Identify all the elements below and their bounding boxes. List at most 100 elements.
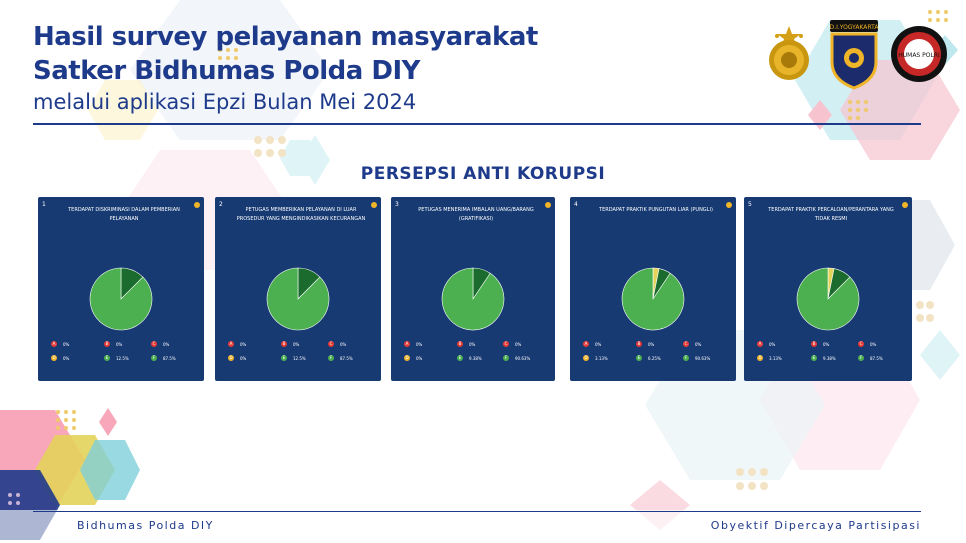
card-badge-icon xyxy=(194,202,200,208)
legend-item-a: A 0% xyxy=(404,341,422,347)
legend-dot: C xyxy=(151,341,157,347)
legend-item-a: A 0% xyxy=(228,341,246,347)
legend-dot: E xyxy=(811,355,817,361)
legend-value: 0% xyxy=(595,341,602,347)
footer-left-text: Bidhumas Polda DIY xyxy=(77,519,214,532)
pie-slice-2 xyxy=(89,267,153,331)
footer-divider xyxy=(33,511,921,512)
card-number: 2 xyxy=(219,201,223,208)
humas-logo-text: HUMAS POLRI xyxy=(898,52,940,59)
legend-item-d: D 0% xyxy=(228,355,246,361)
legend-dot: C xyxy=(503,341,509,347)
card-number: 3 xyxy=(395,201,399,208)
legend-value: 0% xyxy=(823,341,830,347)
pie-chart xyxy=(621,267,685,331)
legend-value: 0% xyxy=(240,341,247,347)
diy-yogyakarta-badge-icon: D.I.YOGYAKARTA xyxy=(830,20,880,90)
pie-slice-2 xyxy=(266,267,330,331)
pie-slice-2 xyxy=(441,267,505,331)
legend-dot: B xyxy=(457,341,463,347)
legend-item-f: F 90.63% xyxy=(503,355,530,361)
legend-value: 0% xyxy=(769,341,776,347)
legend-item-a: A 0% xyxy=(51,341,69,347)
legend-item-b: B 0% xyxy=(281,341,299,347)
legend-value: 87.5% xyxy=(870,355,883,361)
legend-value: 0% xyxy=(870,341,877,347)
legend-dot: A xyxy=(583,341,589,347)
header-divider xyxy=(33,123,921,125)
legend-value: 9.38% xyxy=(469,355,482,361)
legend-dot: D xyxy=(757,355,763,361)
survey-card-3: 3 PETUGAS MENERIMA IMBALAN UANG/BARANG (G… xyxy=(391,197,555,381)
legend-value: 0% xyxy=(163,341,170,347)
title-line-3: melalui aplikasi Epzi Bulan Mei 2024 xyxy=(33,90,417,114)
legend-value: 0% xyxy=(340,341,347,347)
legend-item-e: E 9.38% xyxy=(811,355,836,361)
legend-dot: E xyxy=(104,355,110,361)
legend-item-b: B 0% xyxy=(457,341,475,347)
pie-chart xyxy=(266,267,330,331)
polri-emblem-icon xyxy=(769,26,809,80)
legend-dot: D xyxy=(404,355,410,361)
card-question: TERDAPAT PRAKTIK PERCALOAN/PERANTARA YAN… xyxy=(768,207,894,222)
legend-item-f: F 87.5% xyxy=(858,355,883,361)
legend-item-d: D 0% xyxy=(51,355,69,361)
survey-card-4: 4 TERDAPAT PRAKTIK PUNGUTAN LIAR (PUNGLI)… xyxy=(570,197,736,381)
legend-dot: C xyxy=(683,341,689,347)
legend-item-d: D 0% xyxy=(404,355,422,361)
legend-dot: B xyxy=(281,341,287,347)
legend-dot: C xyxy=(858,341,864,347)
legend-dot: D xyxy=(583,355,589,361)
legend-item-e: E 9.38% xyxy=(457,355,482,361)
legend-item-e: E 6.25% xyxy=(636,355,661,361)
legend-dot: B xyxy=(104,341,110,347)
section-heading: PERSEPSI ANTI KORUPSI xyxy=(360,164,606,184)
pie-chart xyxy=(441,267,505,331)
legend-value: 0% xyxy=(240,355,247,361)
pie-slice-3 xyxy=(621,267,685,331)
legend-item-c: C 0% xyxy=(858,341,876,347)
card-badge-icon xyxy=(902,202,908,208)
card-question: TERDAPAT PRAKTIK PUNGUTAN LIAR (PUNGLI) xyxy=(599,207,713,213)
card-badge-icon xyxy=(545,202,551,208)
legend-item-e: E 12.5% xyxy=(281,355,306,361)
legend-value: 12.5% xyxy=(116,355,129,361)
legend-dot: A xyxy=(404,341,410,347)
legend-value: 0% xyxy=(416,341,423,347)
survey-card-1: 1 TERDAPAT DISKRIMINASI DALAM PEMBERIAN P… xyxy=(38,197,204,381)
legend-item-f: F 87.5% xyxy=(151,355,176,361)
legend-item-d: D 3.13% xyxy=(583,355,608,361)
legend-dot: F xyxy=(151,355,157,361)
legend-item-f: F 90.63% xyxy=(683,355,710,361)
card-number: 1 xyxy=(42,201,46,208)
legend-dot: C xyxy=(328,341,334,347)
legend-dot: E xyxy=(636,355,642,361)
legend-value: 6.25% xyxy=(648,355,661,361)
legend-dot: B xyxy=(811,341,817,347)
legend-value: 0% xyxy=(293,341,300,347)
legend-dot: F xyxy=(858,355,864,361)
legend-value: 9.38% xyxy=(823,355,836,361)
card-badge-icon xyxy=(726,202,732,208)
legend-value: 87.5% xyxy=(163,355,176,361)
title-line-2: Satker Bidhumas Polda DIY xyxy=(33,56,420,86)
legend-item-b: B 0% xyxy=(811,341,829,347)
legend-item-c: C 0% xyxy=(328,341,346,347)
legend-item-f: F 87.5% xyxy=(328,355,353,361)
survey-card-5: 5 TERDAPAT PRAKTIK PERCALOAN/PERANTARA YA… xyxy=(744,197,912,381)
legend-value: 3.13% xyxy=(595,355,608,361)
legend-item-b: B 0% xyxy=(636,341,654,347)
badge-text: D.I.YOGYAKARTA xyxy=(830,24,880,31)
legend-dot: B xyxy=(636,341,642,347)
legend-value: 90.63% xyxy=(695,355,711,361)
footer-right-text: Obyektif Dipercaya Partisipasi xyxy=(710,519,921,532)
title-line-1: Hasil survey pelayanan masyarakat xyxy=(33,22,538,52)
legend-dot: A xyxy=(757,341,763,347)
pie-chart xyxy=(796,267,860,331)
survey-card-2: 2 PETUGAS MEMBERIKAN PELAYANAN DI LUAR PR… xyxy=(215,197,381,381)
legend-value: 0% xyxy=(469,341,476,347)
legend-dot: E xyxy=(457,355,463,361)
legend-dot: A xyxy=(228,341,234,347)
legend-value: 0% xyxy=(695,341,702,347)
card-number: 4 xyxy=(574,201,578,208)
